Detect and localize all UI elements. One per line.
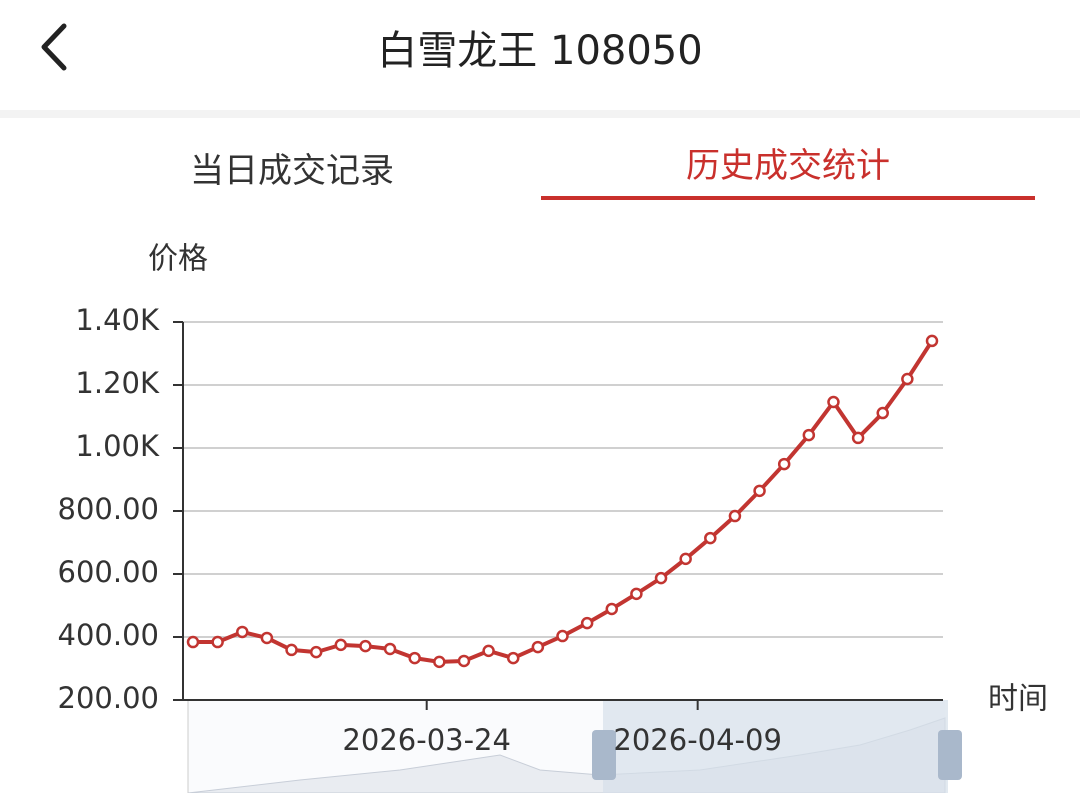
tab-underline xyxy=(541,196,1035,200)
point xyxy=(236,625,249,639)
zoom-window[interactable] xyxy=(603,700,948,793)
back-button[interactable] xyxy=(36,22,72,72)
y-tick-label: 200.00 xyxy=(58,681,159,715)
point xyxy=(753,484,766,498)
line xyxy=(193,339,934,664)
point xyxy=(777,457,791,471)
y-axis-label: 价格 xyxy=(148,242,208,277)
point xyxy=(506,651,520,665)
point xyxy=(679,552,692,566)
zoom-handle[interactable] xyxy=(938,730,962,780)
point xyxy=(851,431,865,445)
point xyxy=(802,428,816,442)
y-tick-label: 1.00K xyxy=(75,429,160,463)
point xyxy=(359,639,372,653)
y-tick-label: 1.20K xyxy=(75,366,160,400)
page-title: 白雪龙王 108050 xyxy=(377,28,703,74)
point xyxy=(630,587,643,601)
x-tick-label: 2026-04-09 xyxy=(613,723,782,757)
point xyxy=(728,509,742,523)
point xyxy=(925,334,939,348)
separator xyxy=(0,110,1080,118)
zoom-handle[interactable] xyxy=(592,730,616,780)
point xyxy=(556,629,569,643)
point xyxy=(334,638,348,652)
point xyxy=(260,631,274,645)
point xyxy=(580,616,594,630)
point xyxy=(285,643,298,657)
point xyxy=(433,655,446,669)
x-axis-label: 时间 xyxy=(988,682,1048,717)
point xyxy=(531,640,545,654)
point xyxy=(704,531,717,545)
point xyxy=(211,635,224,649)
y-tick-label: 600.00 xyxy=(58,555,159,589)
point xyxy=(186,635,200,649)
point xyxy=(876,406,889,420)
y-tick-label: 400.00 xyxy=(58,618,159,652)
point xyxy=(408,651,421,665)
x-tick-label: 2026-03-24 xyxy=(342,723,511,757)
point xyxy=(605,602,619,616)
tab-active[interactable]: 历史成交统计 xyxy=(686,146,890,186)
point xyxy=(827,395,840,409)
tab[interactable]: 当日成交记录 xyxy=(190,151,394,191)
point xyxy=(482,644,495,658)
point xyxy=(457,654,471,668)
y-tick-label: 800.00 xyxy=(58,492,159,526)
point xyxy=(901,372,914,386)
y-tick-label: 1.40K xyxy=(75,303,160,337)
point xyxy=(654,571,668,585)
point xyxy=(309,645,323,659)
point xyxy=(383,642,397,656)
